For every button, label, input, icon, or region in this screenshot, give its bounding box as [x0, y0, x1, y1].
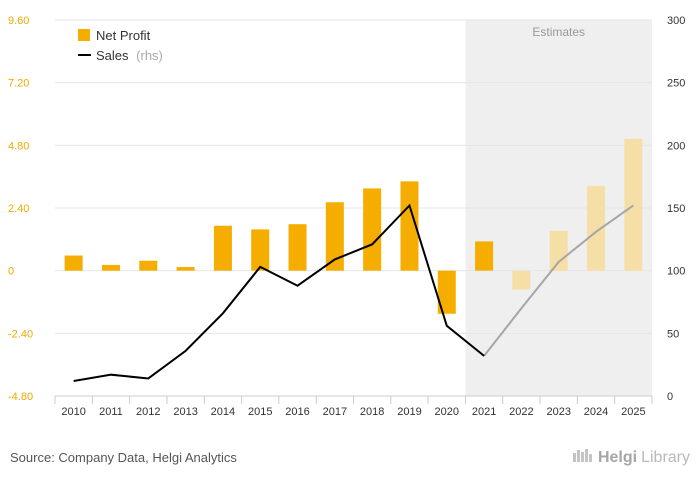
right-tick-label: 300	[667, 15, 685, 27]
x-tick-label: 2023	[546, 406, 570, 418]
x-tick-label: 2016	[285, 406, 309, 418]
legend-bar-swatch	[78, 29, 90, 41]
chart: Estimates 9.60 7.20 4.80 2.40 0 -2.40 -4.80 30…	[8, 15, 685, 418]
net-profit-bar	[325, 202, 344, 271]
right-tick-label: 250	[667, 78, 685, 90]
net-profit-bar	[363, 188, 382, 271]
left-tick-label: 9.60	[8, 15, 29, 27]
x-tick-label: 2012	[136, 406, 160, 418]
x-axis-ticks: 2010 2011 2012 2013 2014 2015 2016 2017 2018 2019…	[54, 395, 653, 418]
right-tick-label: 100	[667, 266, 685, 278]
x-tick-label: 2021	[472, 406, 496, 418]
legend: Net Profit Sales (rhs)	[78, 28, 163, 63]
legend-sales-suffix: (rhs)	[136, 48, 163, 63]
left-axis-ticks: 9.60 7.20 4.80 2.40 0 -2.40 -4.80	[8, 15, 33, 403]
net-profit-bar	[139, 260, 158, 271]
left-tick-label: 2.40	[8, 203, 29, 215]
legend-net-profit-label: Net Profit	[96, 28, 151, 43]
net-profit-bar	[624, 138, 643, 271]
x-tick-label: 2024	[584, 406, 608, 418]
source-note: Source: Company Data, Helgi Analytics	[10, 450, 237, 465]
net-profit-bar	[400, 181, 419, 271]
net-profit-bar	[213, 225, 232, 271]
right-tick-label: 200	[667, 140, 685, 152]
net-profit-bar	[288, 224, 307, 271]
right-tick-label: 50	[667, 328, 679, 340]
x-tick-label: 2018	[360, 406, 384, 418]
legend-sales-name: Sales	[96, 48, 129, 63]
left-tick-label: 0	[8, 266, 14, 278]
net-profit-bar	[64, 255, 83, 271]
net-profit-bar	[549, 230, 568, 271]
left-tick-label: -2.40	[8, 328, 33, 340]
left-tick-label: 4.80	[8, 140, 29, 152]
net-profit-bar	[475, 241, 494, 271]
right-tick-label: 0	[667, 391, 673, 403]
x-tick-label: 2015	[248, 406, 272, 418]
net-profit-bar	[101, 264, 120, 271]
x-tick-label: 2010	[61, 406, 85, 418]
net-profit-bar	[176, 267, 195, 271]
left-tick-label: 7.20	[8, 78, 29, 90]
helgi-library-logo: Helgi Library	[572, 447, 690, 468]
sales-line	[73, 203, 634, 382]
sales-line-actual	[73, 203, 485, 382]
left-tick-label: -4.80	[8, 391, 33, 403]
net-profit-bar	[587, 185, 606, 271]
net-profit-bar	[512, 270, 531, 290]
net-profit-bars	[64, 138, 643, 314]
x-tick-label: 2014	[211, 406, 235, 418]
x-tick-label: 2019	[397, 406, 421, 418]
x-tick-label: 2011	[99, 406, 123, 418]
x-tick-label: 2020	[435, 406, 459, 418]
library-icon	[572, 447, 594, 468]
x-tick-label: 2025	[621, 406, 645, 418]
x-tick-label: 2022	[509, 406, 533, 418]
right-axis-ticks: 300 250 200 150 100 50 0	[667, 15, 685, 403]
x-tick-label: 2017	[323, 406, 347, 418]
net-profit-bar	[437, 270, 456, 314]
legend-sales-label: Sales (rhs)	[96, 48, 163, 63]
estimates-label: Estimates	[532, 25, 585, 39]
net-profit-bar	[251, 229, 270, 271]
right-tick-label: 150	[667, 203, 685, 215]
x-tick-label: 2013	[173, 406, 197, 418]
logo-part-helgi: Helgi	[597, 448, 638, 466]
sales-line-estimate	[483, 204, 634, 357]
logo-part-library: Library	[641, 448, 690, 466]
